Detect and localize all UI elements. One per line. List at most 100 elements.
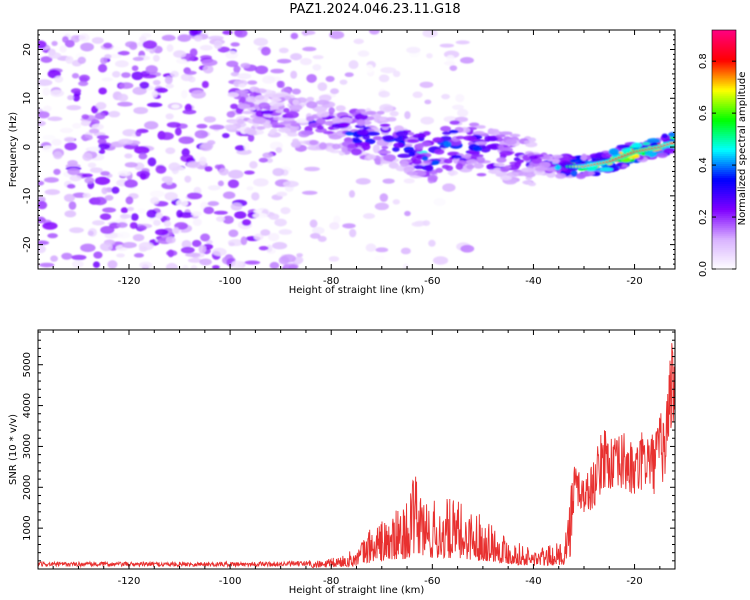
heatmap-cell [88, 146, 101, 152]
heatmap-cell [432, 137, 444, 143]
colorbar-segment [712, 33, 736, 37]
heatmap-cell [67, 95, 74, 101]
heatmap-y-tick-label: -20 [22, 236, 33, 252]
heatmap-cell [569, 158, 583, 163]
heatmap-cell [366, 131, 380, 136]
heatmap-cell [161, 176, 173, 183]
heatmap-cell [407, 139, 420, 143]
colorbar-segment [712, 105, 736, 109]
heatmap-cell [53, 168, 61, 175]
heatmap-cell [227, 92, 239, 98]
heatmap-cell [228, 169, 244, 179]
colorbar-segment [712, 61, 736, 65]
heatmap-cell [460, 244, 475, 253]
heatmap-cell [258, 157, 269, 163]
heatmap-cell [247, 107, 256, 111]
colorbar-segment [712, 79, 736, 83]
heatmap-cell [434, 148, 445, 155]
snr-y-tick-label: 2000 [22, 475, 33, 500]
heatmap-cell [329, 30, 345, 40]
colorbar-segment [712, 255, 736, 258]
heatmap-cell [99, 213, 112, 221]
colorbar-segment [712, 147, 736, 151]
heatmap-cell [372, 144, 380, 154]
heatmap-cell [528, 155, 539, 160]
heatmap-cell [407, 132, 415, 136]
heatmap-cell [50, 89, 65, 97]
figure-title: PAZ1.2024.046.23.11.G18 [289, 2, 461, 17]
heatmap-cell [204, 166, 213, 172]
heatmap-cell [117, 170, 132, 177]
heatmap-cells [38, 30, 675, 269]
heatmap-cell [499, 150, 513, 156]
heatmap-cell [222, 30, 233, 35]
heatmap-cell [375, 247, 389, 253]
heatmap-cell [316, 110, 330, 118]
colorbar-segment [712, 253, 736, 256]
heatmap-cell [241, 219, 252, 226]
colorbar-segment [712, 155, 736, 159]
colorbar-segment [712, 265, 736, 268]
heatmap-cell [42, 221, 58, 230]
heatmap-cell [426, 53, 433, 59]
heatmap-cell [312, 55, 324, 60]
heatmap-cell [433, 197, 446, 207]
heatmap-cell [137, 225, 147, 231]
heatmap-cell [419, 81, 434, 88]
colorbar-segment [712, 97, 736, 101]
heatmap-cell [323, 130, 334, 135]
heatmap-cell [95, 101, 107, 110]
heatmap-cell [352, 139, 363, 144]
heatmap-cell [276, 58, 292, 64]
colorbar-segment [712, 113, 736, 117]
heatmap-cell [439, 43, 455, 48]
heatmap-cell [378, 74, 390, 83]
heatmap-cell [191, 211, 202, 217]
heatmap-cell [40, 56, 53, 63]
heatmap-cell [180, 246, 195, 254]
heatmap-cell [301, 30, 316, 36]
snr-x-tick-label: -80 [323, 576, 339, 587]
colorbar-segment [712, 229, 736, 232]
colorbar-segment [712, 141, 736, 145]
heatmap-cell [292, 138, 299, 144]
heatmap-cell [42, 87, 50, 97]
heatmap-cell [338, 122, 351, 127]
heatmap-cell [138, 246, 148, 252]
heatmap-cell [416, 143, 424, 150]
colorbar-segment [712, 165, 736, 169]
heatmap-cell [51, 138, 62, 146]
heatmap-cell [272, 93, 287, 98]
heatmap-cell [173, 50, 187, 58]
colorbar-segment [712, 99, 736, 103]
heatmap-cell [70, 35, 81, 43]
heatmap-cell [234, 211, 247, 219]
heatmap-cell [555, 173, 567, 179]
heatmap-cell [44, 189, 61, 195]
heatmap-cell [207, 140, 216, 145]
heatmap-cell [363, 213, 375, 220]
heatmap-cell [301, 190, 318, 195]
heatmap-cell [523, 171, 536, 178]
heatmap-cell [212, 247, 227, 257]
heatmap-cell [440, 125, 452, 132]
heatmap-cell [207, 201, 220, 207]
heatmap-cell [121, 72, 131, 78]
heatmap-cell [446, 54, 455, 62]
heatmap-cell [92, 261, 100, 269]
heatmap-y-tick-label: 20 [22, 43, 33, 56]
heatmap-cell [121, 241, 137, 249]
heatmap-cell [94, 112, 106, 120]
heatmap-cell [644, 150, 657, 158]
heatmap-cell [260, 110, 274, 115]
heatmap-cell [252, 117, 267, 124]
heatmap-cell [212, 265, 220, 269]
colorbar-segment [712, 235, 736, 238]
heatmap-cell [420, 116, 435, 125]
heatmap-cell [278, 229, 293, 235]
heatmap-cell [318, 142, 327, 150]
colorbar-tick-label: 0.6 [698, 105, 709, 121]
heatmap-x-axis-label: Height of straight line (km) [289, 285, 425, 296]
colorbar-segment [712, 63, 736, 67]
heatmap-cell [240, 62, 251, 69]
